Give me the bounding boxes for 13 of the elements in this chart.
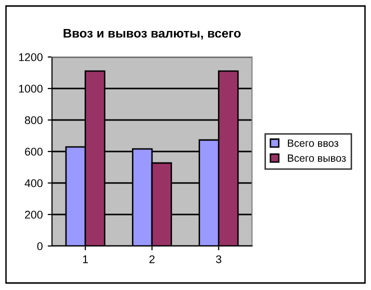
y-tick-label: 200 — [24, 210, 43, 219]
y-tick-label: 1000 — [19, 84, 43, 93]
legend-label: Всего ввоз — [288, 140, 338, 147]
x-tick-label: 1 — [83, 255, 88, 264]
x-tick-label: 2 — [149, 255, 155, 264]
y-tick-label: 800 — [24, 116, 43, 124]
y-tick-label: 1200 — [19, 53, 43, 62]
y-tick-label: 400 — [24, 179, 43, 188]
y-tick-label: 600 — [25, 148, 43, 156]
y-tick-label: 0 — [37, 242, 43, 250]
x-tick-label: 3 — [216, 255, 222, 264]
legend-label: Всего вывоз — [288, 154, 346, 162]
chart-title: Ввоз и вывоз валюты, всего — [64, 28, 241, 40]
